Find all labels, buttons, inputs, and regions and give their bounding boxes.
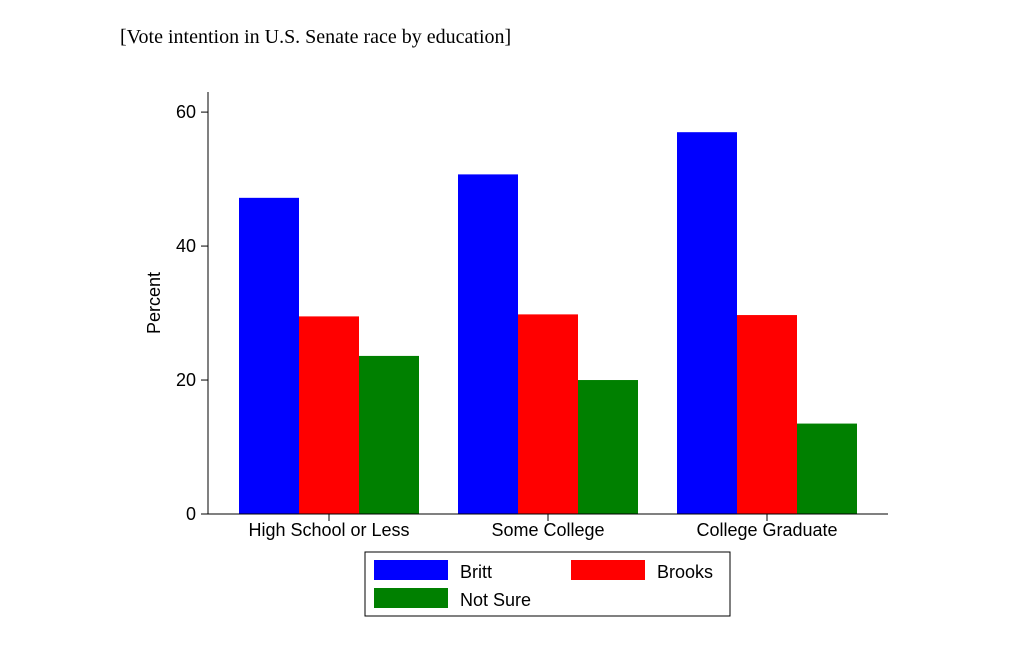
bar-brooks-1: [518, 314, 578, 514]
legend: Britt Brooks Not Sure: [364, 551, 731, 617]
legend-label-brooks: Brooks: [657, 562, 713, 582]
bar-britt-0: [239, 197, 299, 515]
bar-not-sure-1: [578, 380, 638, 514]
legend-label-not-sure: Not Sure: [460, 590, 531, 610]
y-tick-label: 0: [186, 504, 196, 524]
bars-group: [239, 132, 857, 515]
bar-brooks-2: [737, 315, 797, 514]
legend-swatch-brooks: [571, 560, 645, 580]
y-tick-label: 20: [176, 370, 196, 390]
legend-swatch-not-sure: [374, 588, 448, 608]
legend-swatch-britt: [374, 560, 448, 580]
y-tick-label: 40: [176, 236, 196, 256]
x-tick-label: Some College: [491, 520, 604, 540]
bar-not-sure-2: [797, 423, 857, 514]
y-axis-label: Percent: [144, 272, 164, 334]
y-tick-label: 60: [176, 102, 196, 122]
bar-britt-1: [458, 174, 518, 514]
y-ticks-group: 0 20 40 60: [176, 102, 208, 524]
chart-title: [Vote intention in U.S. Senate race by e…: [120, 26, 512, 48]
x-tick-label: High School or Less: [248, 520, 409, 540]
x-ticks-group: High School or Less Some College College G…: [248, 514, 838, 540]
x-tick-label: College Graduate: [696, 520, 837, 540]
bar-not-sure-0: [359, 355, 419, 514]
legend-label-britt: Britt: [460, 562, 492, 582]
bar-brooks-0: [299, 316, 359, 514]
bar-britt-2: [677, 132, 737, 514]
